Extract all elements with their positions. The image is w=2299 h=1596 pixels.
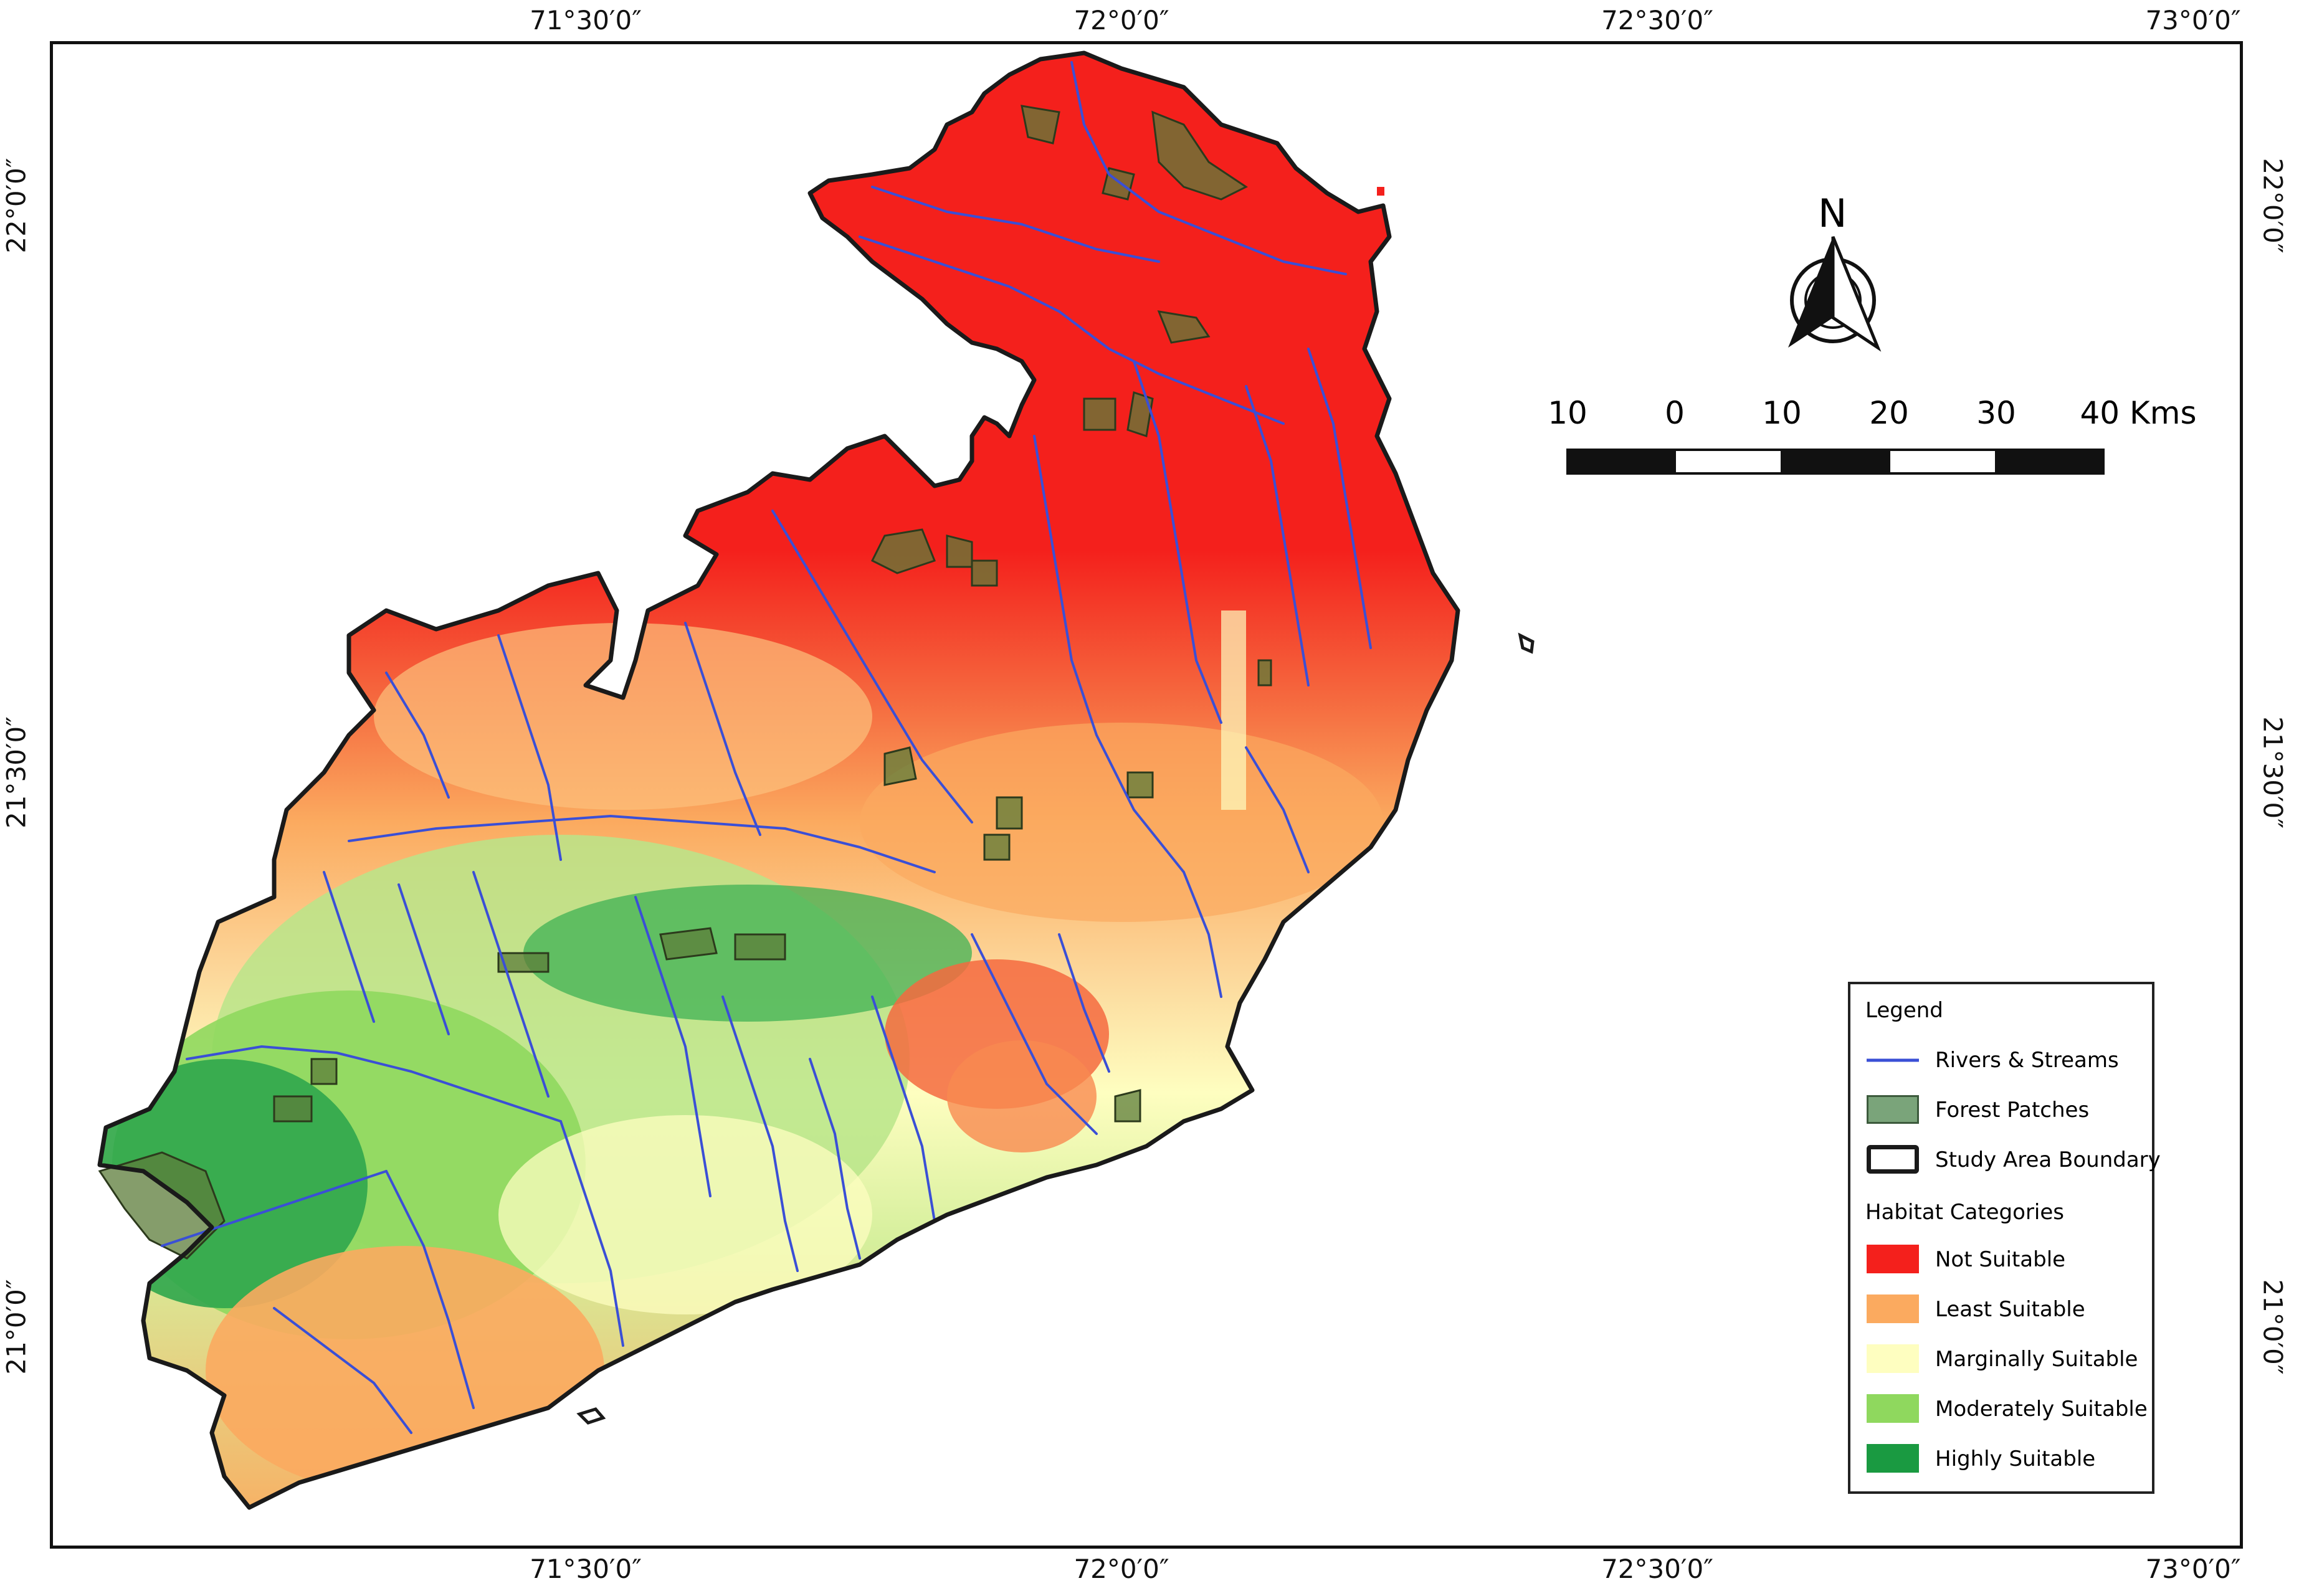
legend-label-not-suitable: Not Suitable — [1935, 1247, 2066, 1272]
scale-label-2: 10 — [1762, 395, 1802, 431]
scale-label-4: 30 — [1976, 395, 2016, 431]
scale-label-3: 20 — [1869, 395, 1909, 431]
habitat-raster — [100, 53, 1458, 1508]
rivers-and-streams — [161, 61, 1372, 1434]
legend-title: Legend — [1865, 998, 1943, 1023]
legend-label-marginally-suitable: Marginally Suitable — [1935, 1347, 2138, 1372]
legend-label-forest: Forest Patches — [1935, 1098, 2090, 1123]
island-northeast — [1377, 187, 1384, 196]
scale-label-1: 0 — [1665, 395, 1685, 431]
swatch-marginally-suitable — [1867, 1344, 1919, 1373]
north-arrow-icon — [1788, 236, 1882, 352]
forest-patches — [98, 105, 1272, 1260]
forest-patch-icon — [1867, 1095, 1919, 1124]
swatch-least-suitable — [1867, 1294, 1919, 1323]
top-tick-72-0: 72°0′0″ — [1073, 5, 1169, 36]
north-label: N — [1818, 191, 1847, 236]
legend-label-rivers: Rivers & Streams — [1935, 1048, 2119, 1073]
boundary-outline-icon — [1867, 1145, 1919, 1174]
swatch-highly-suitable — [1867, 1444, 1919, 1473]
swatch-moderately-suitable — [1867, 1394, 1919, 1423]
legend-label-least-suitable: Least Suitable — [1935, 1297, 2085, 1322]
bottom-tick-72-30: 72°30′0″ — [1601, 1554, 1713, 1584]
scale-label-5: 40 Kms — [2080, 395, 2197, 431]
habitat-categories-title: Habitat Categories — [1865, 1200, 2064, 1225]
bottom-tick-72-0: 72°0′0″ — [1073, 1554, 1169, 1584]
top-tick-73-0: 73°0′0″ — [2145, 5, 2241, 36]
bottom-tick-73-0: 73°0′0″ — [2145, 1554, 2241, 1584]
scale-bar — [1566, 449, 2105, 475]
bottom-tick-71-30: 71°30′0″ — [530, 1554, 642, 1584]
island-east — [1518, 632, 1535, 654]
scale-label-0: 10 — [1548, 395, 1587, 431]
legend-label-boundary: Study Area Boundary — [1935, 1147, 2161, 1172]
top-tick-72-30: 72°30′0″ — [1601, 5, 1713, 36]
river-line-icon — [1867, 1058, 1919, 1062]
swatch-not-suitable — [1867, 1245, 1919, 1273]
map-legend: Legend Rivers & Streams Forest Patches S… — [1848, 982, 2161, 1494]
legend-label-moderately-suitable: Moderately Suitable — [1935, 1397, 2148, 1422]
study-area-boundary — [97, 50, 1460, 1510]
top-tick-71-30: 71°30′0″ — [530, 5, 642, 36]
legend-label-highly-suitable: Highly Suitable — [1935, 1446, 2096, 1471]
island-south — [576, 1407, 606, 1425]
